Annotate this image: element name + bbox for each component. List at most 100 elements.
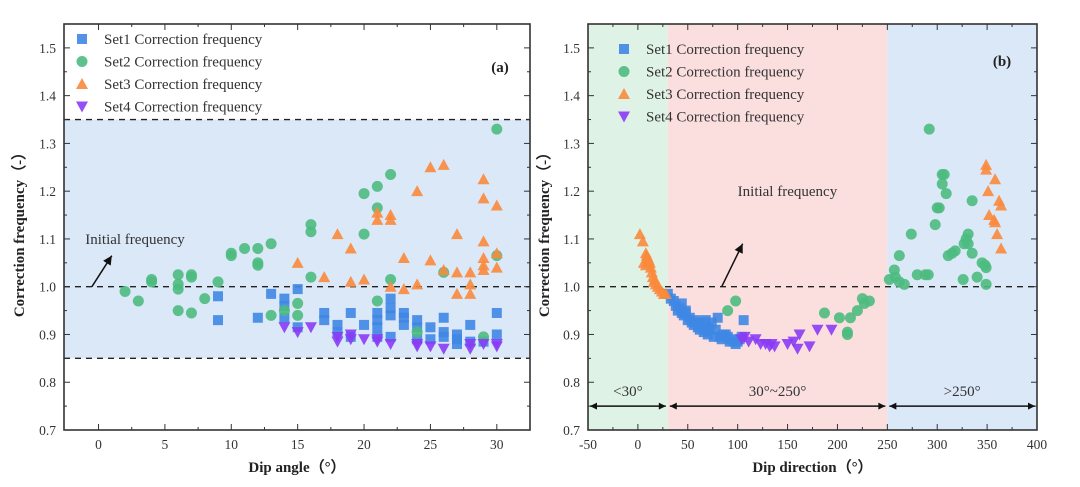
data-point bbox=[477, 192, 490, 204]
data-point bbox=[185, 307, 197, 319]
data-point bbox=[989, 173, 1002, 185]
x-tick-label: 15 bbox=[291, 437, 305, 452]
y-tick-label: 1.2 bbox=[39, 184, 56, 199]
data-point bbox=[411, 278, 424, 290]
data-point bbox=[833, 312, 845, 324]
data-point bbox=[265, 309, 277, 321]
data-point bbox=[385, 331, 396, 342]
data-point bbox=[213, 315, 224, 326]
data-point bbox=[980, 262, 992, 274]
data-point bbox=[768, 341, 781, 353]
series-4 bbox=[278, 322, 503, 355]
legend-entry: Set2 Correction frequency bbox=[646, 65, 805, 81]
x-tick-label: 20 bbox=[357, 437, 371, 452]
data-point bbox=[787, 336, 800, 348]
data-point bbox=[464, 343, 477, 355]
data-point bbox=[692, 317, 703, 328]
y-tick-label: 1.0 bbox=[39, 280, 56, 295]
data-point bbox=[708, 331, 719, 342]
data-point bbox=[397, 283, 410, 295]
data-point bbox=[371, 336, 384, 348]
legend-entry: Set2 Correction frequency bbox=[104, 55, 263, 71]
data-point bbox=[636, 235, 649, 247]
zone-background bbox=[887, 24, 1037, 430]
data-point bbox=[911, 269, 923, 281]
data-point bbox=[358, 188, 370, 200]
legend-marker bbox=[76, 78, 88, 89]
data-point bbox=[384, 339, 397, 351]
series-3 bbox=[633, 158, 1008, 299]
data-point bbox=[966, 195, 978, 207]
data-point bbox=[358, 273, 371, 285]
x-tick-label: 10 bbox=[225, 437, 239, 452]
data-point bbox=[385, 274, 397, 286]
legend-marker bbox=[618, 111, 630, 123]
data-point bbox=[371, 180, 383, 192]
data-point bbox=[371, 295, 383, 307]
data-point bbox=[424, 161, 437, 173]
data-point bbox=[905, 228, 917, 240]
legend-entry: Set4 Correction frequency bbox=[104, 100, 263, 116]
data-point bbox=[844, 312, 856, 324]
data-point bbox=[898, 278, 910, 290]
y-tick-label: 0.7 bbox=[563, 423, 580, 438]
data-point bbox=[411, 185, 424, 197]
x-tick-label: 250 bbox=[877, 437, 898, 452]
data-point bbox=[172, 305, 184, 317]
data-point bbox=[331, 336, 344, 348]
x-tick-label: 400 bbox=[1027, 437, 1048, 452]
data-point bbox=[372, 315, 383, 326]
panel-a: Initial frequency 0 5 10 15 20 25 30 0.7 0.8 0.9 1.… bbox=[10, 23, 531, 476]
data-point bbox=[331, 228, 344, 240]
data-point bbox=[893, 250, 905, 262]
data-point bbox=[922, 269, 934, 281]
data-point bbox=[384, 280, 397, 292]
x-tick-label: 30 bbox=[490, 437, 504, 452]
data-point bbox=[450, 266, 463, 278]
data-point bbox=[278, 305, 290, 317]
annotation-arrow bbox=[91, 255, 113, 288]
data-point bbox=[292, 309, 304, 321]
legend-entry: Set1 Correction frequency bbox=[646, 42, 805, 58]
data-point bbox=[793, 329, 806, 341]
panel-label: (b) bbox=[993, 54, 1011, 70]
data-point bbox=[185, 271, 197, 283]
legend-marker bbox=[618, 88, 630, 99]
data-point bbox=[490, 199, 503, 211]
x-axis-title: Dip direction（°） bbox=[752, 458, 872, 476]
y-tick-label: 1.0 bbox=[563, 280, 580, 295]
data-point bbox=[962, 228, 974, 240]
data-point bbox=[450, 287, 463, 299]
data-point bbox=[345, 307, 356, 318]
data-point bbox=[372, 322, 383, 333]
data-point bbox=[199, 293, 211, 305]
y-tick-label: 1.3 bbox=[39, 136, 56, 151]
data-point bbox=[938, 168, 950, 180]
annotation-arrow bbox=[721, 243, 744, 288]
data-point bbox=[344, 275, 357, 287]
data-point bbox=[490, 247, 503, 259]
data-point bbox=[319, 315, 330, 326]
data-point bbox=[929, 219, 941, 231]
data-point bbox=[710, 324, 721, 335]
y-tick-label: 1.2 bbox=[563, 184, 580, 199]
data-point bbox=[252, 259, 264, 271]
data-point bbox=[949, 245, 961, 257]
data-point bbox=[252, 312, 263, 323]
data-point bbox=[738, 315, 749, 326]
series-1 bbox=[662, 288, 749, 350]
data-point bbox=[465, 319, 476, 330]
zone-label: 30°~250° bbox=[749, 384, 807, 400]
annotation-text: Initial frequency bbox=[738, 184, 838, 200]
zone-background bbox=[667, 24, 888, 430]
data-point bbox=[971, 271, 983, 283]
y-tick-label: 1.4 bbox=[39, 89, 56, 104]
data-point bbox=[318, 271, 331, 283]
data-point bbox=[239, 242, 251, 254]
data-point bbox=[425, 322, 436, 333]
x-tick-label: 350 bbox=[977, 437, 998, 452]
data-point bbox=[291, 256, 304, 268]
series-2 bbox=[119, 123, 503, 343]
data-point bbox=[818, 307, 830, 319]
